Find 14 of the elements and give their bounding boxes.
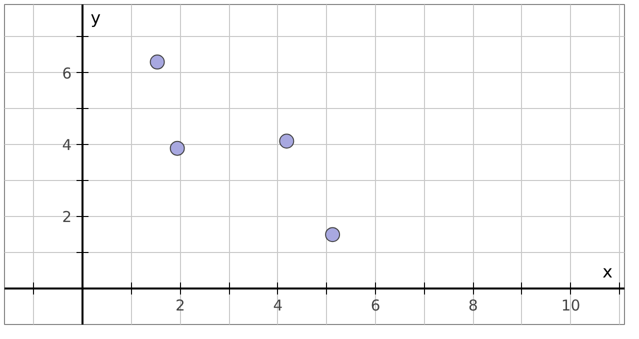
y-axis-title: y (90, 8, 101, 28)
x-axis-title: x (602, 262, 613, 283)
x-tick-label: 2 (175, 296, 186, 315)
x-tick-label: 4 (273, 296, 283, 315)
point (170, 140, 185, 156)
x-tick-label: 10 (561, 296, 580, 315)
x-tick-label: 6 (370, 296, 380, 315)
point (279, 134, 294, 149)
point (150, 54, 165, 70)
point (325, 227, 340, 242)
y-tick-label: 2 (62, 208, 72, 226)
y-tick-label: 6 (62, 64, 72, 82)
x-tick-label: 8 (468, 296, 478, 315)
y-tick-label: 4 (62, 136, 72, 154)
